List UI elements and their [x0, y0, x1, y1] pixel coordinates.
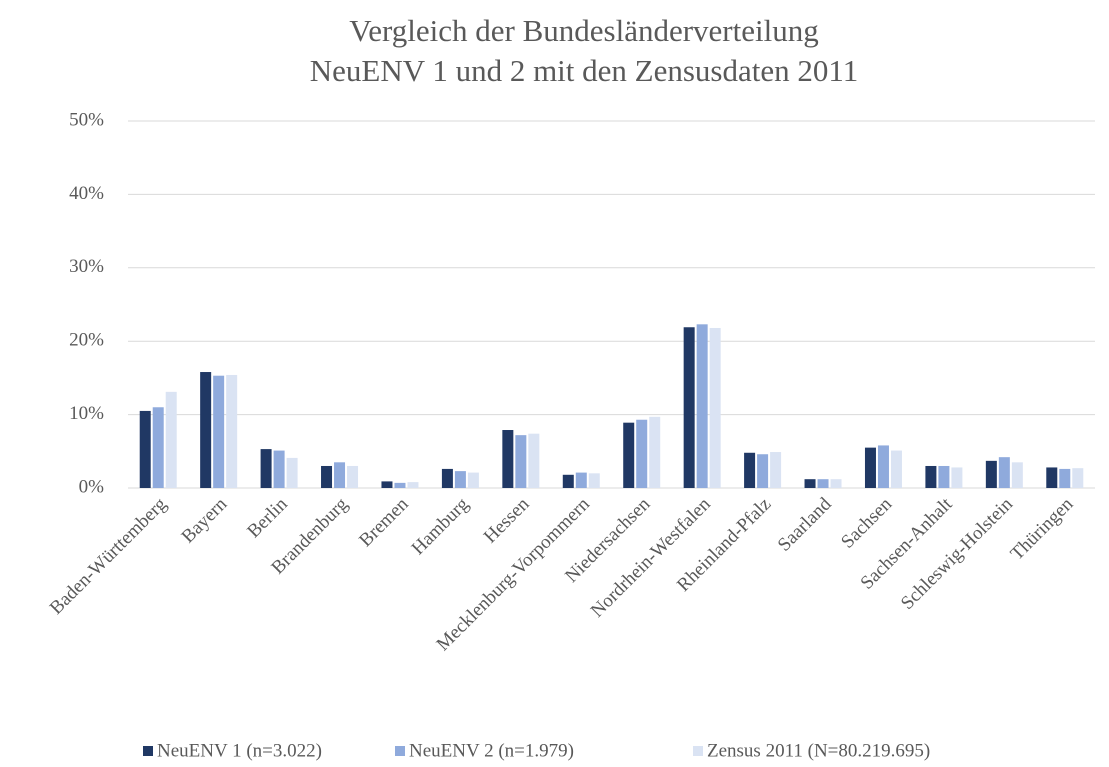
bar [890, 450, 902, 488]
y-tick-label: 0% [79, 476, 105, 497]
bar [696, 324, 708, 488]
y-tick-label: 50% [69, 109, 104, 130]
bar [165, 391, 177, 488]
y-tick-label: 30% [69, 256, 104, 277]
bar [817, 479, 829, 488]
bar [515, 435, 527, 488]
legend-swatch [395, 746, 405, 756]
bar [623, 422, 635, 488]
bar [502, 430, 514, 488]
bar [226, 374, 238, 488]
legend-label: NeuENV 1 (n=3.022) [157, 740, 322, 761]
bar [864, 447, 876, 488]
chart-title: NeuENV 1 und 2 mit den Zensusdaten 2011 [310, 53, 858, 88]
bar [1011, 462, 1023, 488]
bar [588, 473, 600, 488]
legend-label: Zensus 2011 (N=80.219.695) [707, 740, 930, 761]
bar [575, 472, 587, 488]
bar [1059, 468, 1071, 488]
bar [407, 482, 419, 488]
bar [985, 460, 997, 488]
y-tick-label: 40% [69, 183, 104, 204]
bar [744, 452, 756, 488]
bar [770, 452, 782, 488]
bar [286, 457, 298, 488]
bar [139, 410, 151, 488]
bar [260, 449, 272, 488]
bar [454, 471, 466, 488]
bar [347, 465, 359, 488]
bar [1072, 468, 1084, 488]
bar [321, 465, 333, 488]
legend-swatch [143, 746, 153, 756]
bar [649, 416, 661, 488]
chart-title: Vergleich der Bundesländerverteilung [349, 13, 818, 48]
bar [925, 465, 937, 488]
bar [467, 472, 479, 488]
bar [441, 468, 453, 488]
bar [394, 482, 406, 488]
y-tick-label: 10% [69, 403, 104, 424]
bar [757, 454, 769, 488]
bar [562, 474, 574, 488]
y-tick-label: 20% [69, 330, 104, 351]
bar [152, 407, 164, 488]
bar [200, 372, 212, 488]
bar [381, 481, 393, 488]
bar [830, 479, 842, 488]
bar [998, 457, 1010, 488]
legend-swatch [693, 746, 703, 756]
bar [938, 465, 950, 488]
bar [683, 327, 695, 488]
bar [709, 327, 721, 488]
bar [213, 375, 225, 488]
bar [636, 419, 648, 488]
bar [951, 467, 963, 488]
bar [1046, 467, 1058, 488]
bar [273, 450, 285, 488]
bar [528, 433, 540, 488]
bar [804, 479, 816, 488]
bar [877, 445, 889, 488]
bar [334, 462, 346, 488]
legend-label: NeuENV 2 (n=1.979) [409, 740, 574, 761]
